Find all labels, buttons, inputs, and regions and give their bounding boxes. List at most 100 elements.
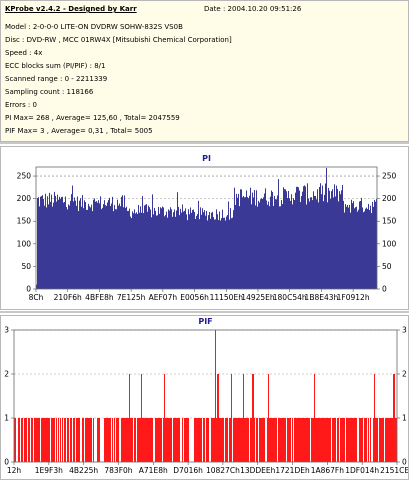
- bar: [223, 217, 224, 289]
- bar: [125, 207, 126, 289]
- x-tick-label: 4B225h: [69, 466, 98, 475]
- bar: [316, 418, 317, 462]
- bar: [166, 418, 167, 462]
- bar: [172, 216, 173, 289]
- scan-date: Date : 2004.10.20 09:51:26: [204, 5, 302, 13]
- bar: [261, 418, 262, 462]
- bar: [47, 418, 48, 462]
- bar: [217, 374, 218, 462]
- bar: [355, 418, 356, 462]
- bar: [386, 418, 387, 462]
- bar: [56, 418, 57, 462]
- bar: [264, 193, 265, 289]
- bar: [209, 211, 210, 289]
- bar: [67, 209, 68, 289]
- bar: [126, 206, 127, 289]
- bar: [265, 188, 266, 289]
- bar: [366, 207, 367, 289]
- bar: [274, 418, 275, 462]
- bar: [206, 210, 207, 289]
- bar: [285, 418, 286, 462]
- bar: [135, 213, 136, 289]
- bar: [155, 418, 156, 462]
- y-tick-label: 2: [402, 370, 407, 379]
- bar: [66, 207, 67, 289]
- bar: [120, 206, 121, 289]
- y-tick-label: 50: [382, 262, 392, 271]
- bar: [80, 198, 81, 289]
- x-tick-label: 12h: [7, 466, 22, 475]
- bar: [294, 418, 295, 462]
- bar: [347, 418, 348, 462]
- bar: [342, 418, 343, 462]
- bar: [212, 418, 213, 462]
- bar: [108, 199, 109, 289]
- bar: [129, 208, 130, 289]
- bar: [333, 197, 334, 289]
- bar: [109, 418, 110, 462]
- separator: [0, 142, 409, 144]
- bar: [245, 418, 246, 462]
- bar: [284, 418, 285, 462]
- bar: [245, 197, 246, 289]
- bar: [93, 199, 94, 289]
- bar: [44, 418, 45, 462]
- bar: [302, 418, 303, 462]
- bar: [161, 418, 162, 462]
- x-tick-label: 1721DEh: [275, 466, 310, 475]
- bar: [314, 195, 315, 289]
- y-tick-label: 3: [402, 326, 407, 335]
- bar: [152, 194, 153, 289]
- bar: [100, 196, 101, 289]
- bar: [170, 418, 171, 462]
- y-tick-label: 0: [4, 458, 9, 467]
- bar: [189, 214, 190, 289]
- bar: [371, 213, 372, 289]
- bar: [216, 418, 217, 462]
- bar-series: [36, 167, 377, 289]
- bar: [368, 203, 369, 289]
- bar: [332, 418, 333, 462]
- bar: [77, 418, 78, 462]
- bar: [195, 218, 196, 289]
- bar: [180, 208, 181, 289]
- bar: [147, 418, 148, 462]
- bar: [85, 201, 86, 289]
- bar: [158, 418, 159, 462]
- bar: [230, 418, 231, 462]
- bar: [212, 211, 213, 289]
- bar: [300, 418, 301, 462]
- bar: [290, 418, 291, 462]
- bar: [258, 200, 259, 289]
- bar: [69, 205, 70, 289]
- bar: [198, 418, 199, 462]
- bar: [88, 418, 89, 462]
- bar: [254, 190, 255, 289]
- bar: [21, 418, 22, 462]
- y-tick-label: 3: [4, 326, 9, 335]
- bar: [151, 217, 152, 289]
- bar: [195, 418, 196, 462]
- bar: [208, 418, 209, 462]
- bar: [387, 418, 388, 462]
- bar: [127, 210, 128, 289]
- bar: [58, 199, 59, 289]
- bar: [39, 418, 40, 462]
- bar-series: [14, 330, 397, 462]
- bar: [152, 418, 153, 462]
- bar: [42, 418, 43, 462]
- bar: [104, 200, 105, 289]
- bar: [280, 418, 281, 462]
- bar: [110, 206, 111, 289]
- bar: [78, 418, 79, 462]
- bar: [119, 203, 120, 289]
- bar: [55, 195, 56, 289]
- bar: [176, 418, 177, 462]
- bar: [178, 206, 179, 289]
- bar: [128, 210, 129, 289]
- bar: [165, 418, 166, 462]
- bar: [134, 209, 135, 289]
- bar: [165, 214, 166, 289]
- bar: [362, 418, 363, 462]
- bar: [221, 218, 222, 289]
